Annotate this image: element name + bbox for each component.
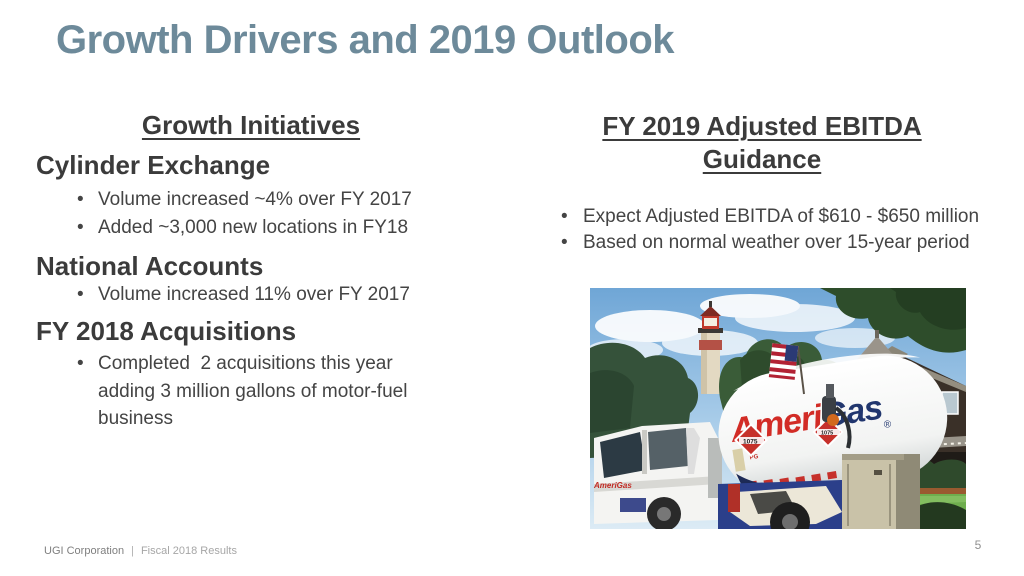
page-number: 5 xyxy=(974,538,982,552)
bullet-item: Added ~3,000 new locations in FY18 xyxy=(77,214,467,242)
fy2018-acquisitions-bullets: Completed 2 acquisitions this year addin… xyxy=(77,350,429,433)
footer-company: UGI Corporation xyxy=(44,545,125,557)
amerigas-truck-photo: AmeriGas PG xyxy=(590,288,966,529)
footer-separator: | xyxy=(131,545,134,557)
bullet-item: Based on normal weather over 15-year per… xyxy=(561,230,1013,256)
section-title-cylinder-exchange: Cylinder Exchange xyxy=(36,150,271,180)
placard-number-2: 1075 xyxy=(821,431,833,437)
lighthouse xyxy=(698,301,723,394)
left-column-heading: Growth Initiatives xyxy=(141,110,361,140)
right-column-heading: FY 2019 Adjusted EBITDA Guidance xyxy=(528,110,996,176)
right-heading-line2: Guidance xyxy=(702,144,822,174)
section-title-national-accounts: National Accounts xyxy=(36,251,264,281)
national-accounts-bullets: Volume increased 11% over FY 2017 xyxy=(77,281,467,309)
slide-title: Growth Drivers and 2019 Outlook xyxy=(56,18,675,62)
american-flag xyxy=(768,343,805,395)
section-title-fy2018-acquisitions: FY 2018 Acquisitions xyxy=(36,316,297,346)
bullet-item: Expect Adjusted EBITDA of $610 - $650 mi… xyxy=(561,204,1013,230)
logo-registered-mark: ® xyxy=(883,419,893,431)
right-heading-line1: FY 2019 Adjusted EBITDA xyxy=(602,111,922,141)
tank-small-marking: PG xyxy=(749,454,759,461)
footer: UGI Corporation | Fiscal 2018 Results xyxy=(44,545,237,557)
truck-photo-illustration: AmeriGas PG xyxy=(590,288,966,529)
bullet-item: Volume increased 11% over FY 2017 xyxy=(77,281,467,309)
truck-cab: AmeriGas xyxy=(593,422,722,529)
placard-number-1: 1075 xyxy=(743,439,758,446)
cab-door-logo: AmeriGas xyxy=(593,481,632,490)
tank-fittings xyxy=(822,384,852,449)
bullet-item: Volume increased ~4% over FY 2017 xyxy=(77,186,467,214)
bullet-item: Completed 2 acquisitions this year addin… xyxy=(77,350,429,433)
ebitda-guidance-bullets: Expect Adjusted EBITDA of $610 - $650 mi… xyxy=(561,204,1013,255)
footer-subtitle: Fiscal 2018 Results xyxy=(140,545,237,557)
rear-equipment-box xyxy=(842,454,920,529)
cylinder-exchange-bullets: Volume increased ~4% over FY 2017 Added … xyxy=(77,186,467,241)
